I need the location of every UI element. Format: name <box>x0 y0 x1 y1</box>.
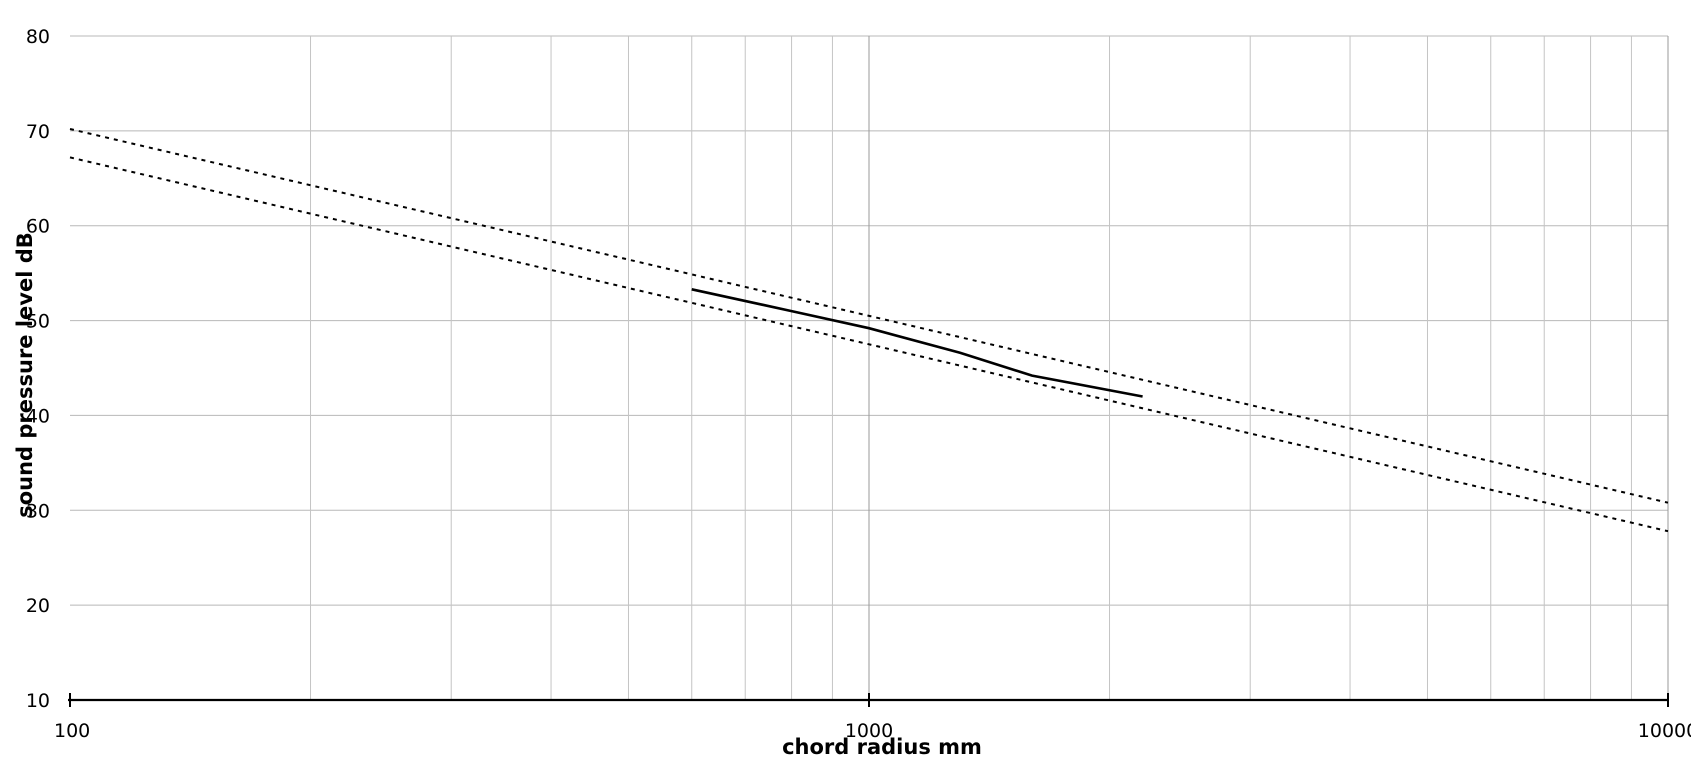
x-tick-label: 10000 <box>1638 720 1691 742</box>
measured-line <box>691 288 1143 398</box>
bound-line-1 <box>69 128 1669 504</box>
x-axis-title: chord radius mm <box>782 735 982 759</box>
y-tick-label: 10 <box>26 690 50 712</box>
axes <box>68 693 1669 707</box>
y-tick-label: 40 <box>26 405 50 427</box>
y-tick-label: 80 <box>26 26 50 48</box>
y-tick-label: 70 <box>26 121 50 143</box>
series-layer <box>69 128 1669 533</box>
y-tick-label: 30 <box>26 500 50 522</box>
tick-labels: 10 20 30 40 50 60 70 80 100 1000 10000 <box>26 26 1691 742</box>
grid <box>70 35 1669 700</box>
y-tick-label: 60 <box>26 216 50 238</box>
bound-line-2 <box>69 156 1669 533</box>
y-tick-label: 50 <box>26 311 50 333</box>
x-tick-label: 100 <box>54 720 90 742</box>
y-axis-title: sound pressure level dB <box>13 232 37 518</box>
x-tick-label: 1000 <box>845 720 893 742</box>
y-tick-label: 20 <box>26 595 50 617</box>
